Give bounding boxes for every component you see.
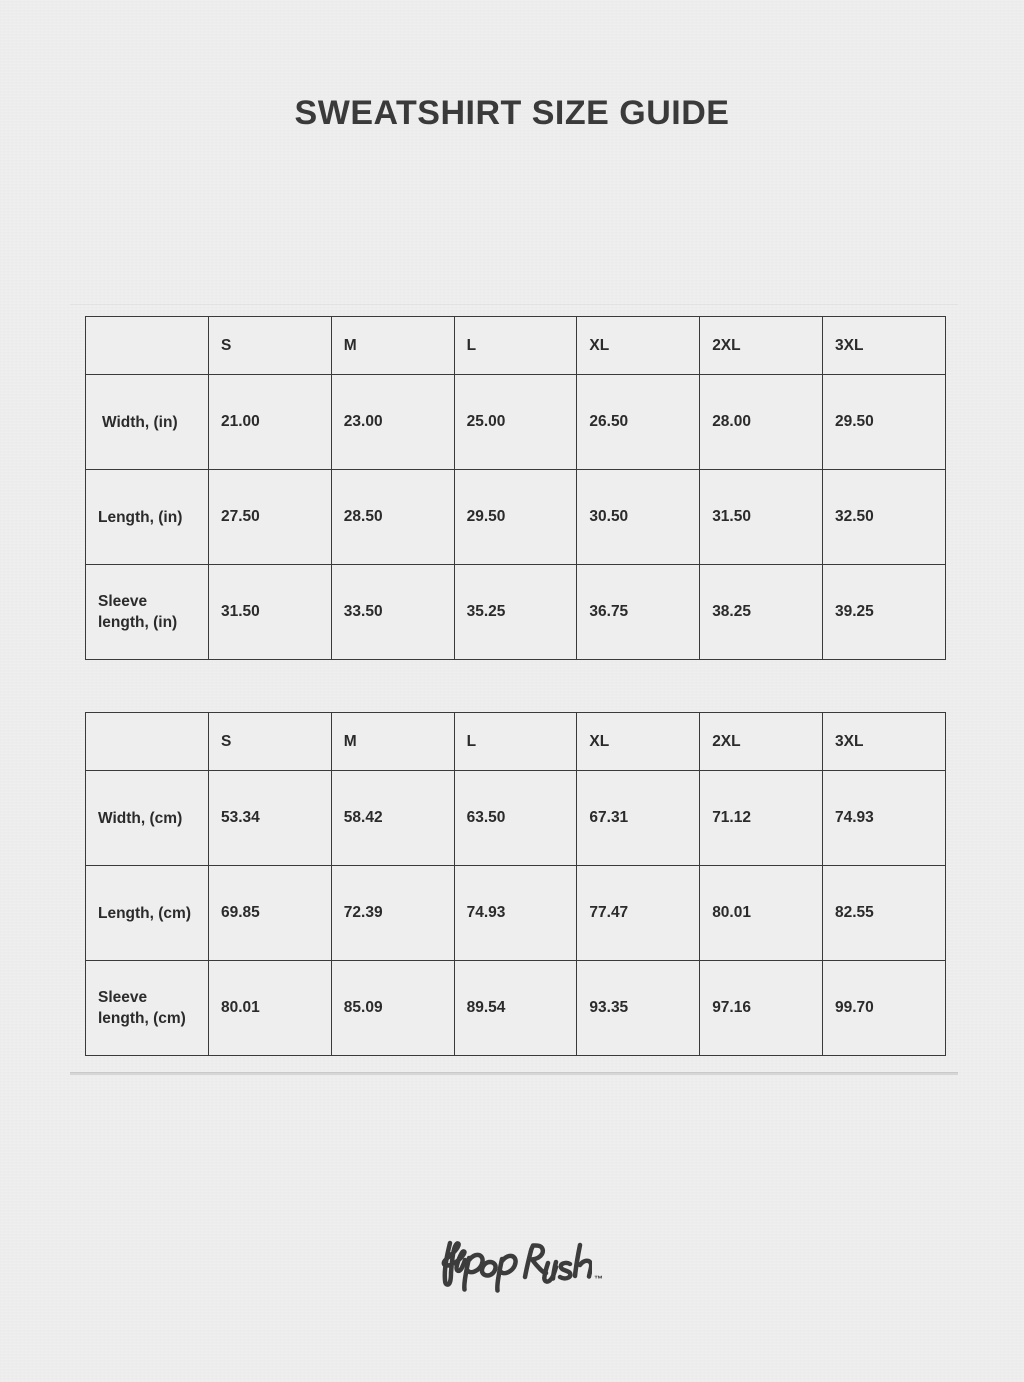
size-table-inches: S M L XL 2XL 3XL Width, (in) 21.00 23.00… — [85, 316, 946, 660]
cell-length-cm-xl: 77.47 — [576, 865, 701, 961]
cell-width-cm-l: 63.50 — [453, 770, 578, 866]
column-header-m: M — [330, 712, 455, 771]
cell-length-cm-m: 72.39 — [330, 865, 455, 961]
column-header-xl: XL — [576, 712, 701, 771]
kpoprush-logo: ™ — [432, 1232, 603, 1298]
cell-sleeve-in-l: 35.25 — [453, 564, 578, 660]
cell-width-cm-3xl: 74.93 — [821, 770, 946, 866]
cell-width-cm-xl: 67.31 — [576, 770, 701, 866]
cell-length-in-xl: 30.50 — [576, 469, 701, 565]
footer-logo-container: ™ — [0, 1232, 1024, 1299]
cell-sleeve-cm-m: 85.09 — [330, 960, 455, 1056]
kpoprush-wordmark-icon — [441, 1240, 594, 1293]
size-table-inches-container: S M L XL 2XL 3XL Width, (in) 21.00 23.00… — [85, 316, 946, 660]
cell-width-in-3xl: 29.50 — [821, 374, 946, 470]
table-corner-cell — [85, 712, 209, 771]
cell-width-in-l: 25.00 — [453, 374, 578, 470]
table-row: Length, (cm) 69.85 72.39 74.93 77.47 80.… — [85, 865, 946, 961]
cell-length-in-m: 28.50 — [330, 469, 455, 565]
table-header-row: S M L XL 2XL 3XL — [85, 316, 946, 375]
cell-length-cm-s: 69.85 — [208, 865, 332, 961]
row-label-length-cm: Length, (cm) — [85, 865, 209, 961]
row-label-length-in: Length, (in) — [85, 469, 209, 565]
column-header-3xl: 3XL — [821, 712, 946, 771]
cell-length-cm-2xl: 80.01 — [699, 865, 823, 961]
cell-length-in-2xl: 31.50 — [699, 469, 823, 565]
cell-width-cm-m: 58.42 — [330, 770, 455, 866]
cell-length-in-l: 29.50 — [453, 469, 578, 565]
column-header-3xl: 3XL — [821, 316, 946, 375]
size-table-centimeters: S M L XL 2XL 3XL Width, (cm) 53.34 58.42… — [85, 712, 946, 1056]
column-header-l: L — [453, 712, 578, 771]
cell-sleeve-in-2xl: 38.25 — [699, 564, 823, 660]
cell-sleeve-cm-s: 80.01 — [208, 960, 332, 1056]
cell-width-in-xl: 26.50 — [576, 374, 701, 470]
column-header-l: L — [453, 316, 578, 375]
row-label-width-cm: Width, (cm) — [85, 770, 209, 866]
row-label-sleeve-cm: Sleeve length, (cm) — [85, 960, 209, 1056]
cell-length-in-s: 27.50 — [208, 469, 332, 565]
cell-sleeve-cm-xl: 93.35 — [576, 960, 701, 1056]
cell-width-in-2xl: 28.00 — [699, 374, 823, 470]
cell-sleeve-in-xl: 36.75 — [576, 564, 701, 660]
table-row: Width, (cm) 53.34 58.42 63.50 67.31 71.1… — [85, 770, 946, 866]
cell-sleeve-cm-2xl: 97.16 — [699, 960, 823, 1056]
cell-length-in-3xl: 32.50 — [821, 469, 946, 565]
cell-width-in-s: 21.00 — [208, 374, 332, 470]
column-header-2xl: 2XL — [699, 316, 823, 375]
cell-sleeve-cm-3xl: 99.70 — [821, 960, 946, 1056]
cell-width-cm-2xl: 71.12 — [699, 770, 823, 866]
table-header-row: S M L XL 2XL 3XL — [85, 712, 946, 771]
column-header-xl: XL — [576, 316, 701, 375]
row-label-sleeve-in: Sleeve length, (in) — [85, 564, 209, 660]
column-header-s: S — [208, 712, 332, 771]
size-table-centimeters-container: S M L XL 2XL 3XL Width, (cm) 53.34 58.42… — [85, 712, 946, 1056]
column-header-m: M — [330, 316, 455, 375]
cell-sleeve-cm-l: 89.54 — [453, 960, 578, 1056]
table-corner-cell — [85, 316, 209, 375]
cell-width-in-m: 23.00 — [330, 374, 455, 470]
cell-sleeve-in-s: 31.50 — [208, 564, 332, 660]
column-header-s: S — [208, 316, 332, 375]
table-row: Sleeve length, (cm) 80.01 85.09 89.54 93… — [85, 960, 946, 1056]
table-row: Sleeve length, (in) 31.50 33.50 35.25 36… — [85, 564, 946, 660]
cell-sleeve-in-m: 33.50 — [330, 564, 455, 660]
cell-sleeve-in-3xl: 39.25 — [821, 564, 946, 660]
cell-width-cm-s: 53.34 — [208, 770, 332, 866]
divider-above-tables — [70, 304, 958, 305]
row-label-width-in: Width, (in) — [85, 374, 209, 470]
trademark-symbol: ™ — [594, 1274, 603, 1284]
table-row: Length, (in) 27.50 28.50 29.50 30.50 31.… — [85, 469, 946, 565]
cell-length-cm-l: 74.93 — [453, 865, 578, 961]
table-row: Width, (in) 21.00 23.00 25.00 26.50 28.0… — [85, 374, 946, 470]
column-header-2xl: 2XL — [699, 712, 823, 771]
page-title: SWEATSHIRT SIZE GUIDE — [294, 94, 730, 132]
divider-below-tables — [70, 1072, 958, 1075]
cell-length-cm-3xl: 82.55 — [821, 865, 946, 961]
